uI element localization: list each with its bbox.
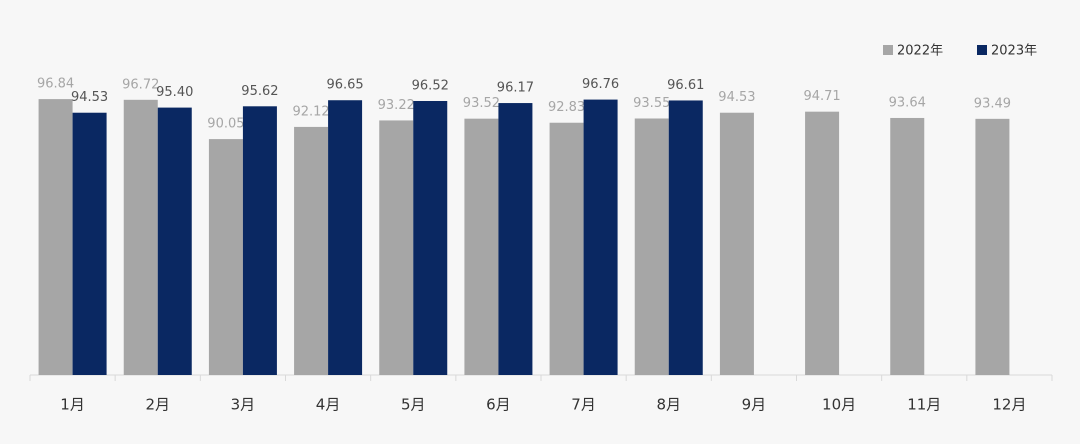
value-label: 94.53 (71, 90, 108, 105)
bar (72, 112, 107, 376)
x-tick-label: 7月 (571, 396, 596, 414)
value-label: 96.84 (37, 77, 74, 92)
value-label: 90.05 (207, 117, 244, 132)
x-tick-label: 10月 (822, 396, 856, 414)
bar (379, 120, 414, 375)
value-label: 94.71 (803, 89, 840, 104)
value-label: 96.17 (497, 81, 534, 96)
bar (157, 107, 192, 376)
bar (719, 112, 754, 376)
bar (498, 103, 533, 375)
value-label: 93.55 (633, 96, 670, 111)
x-tick-label: 6月 (486, 396, 511, 414)
x-tick-label: 5月 (401, 396, 426, 414)
bar (668, 100, 703, 375)
legend-label: 2022年 (897, 44, 943, 59)
bar (975, 118, 1010, 375)
bar (464, 118, 499, 375)
bar (123, 99, 158, 375)
bar (634, 118, 669, 375)
bar (805, 111, 840, 376)
bar (413, 100, 448, 376)
value-label: 92.83 (548, 100, 585, 115)
x-tick-label: 4月 (316, 396, 341, 414)
x-tick-label: 2月 (145, 396, 170, 414)
bar (583, 99, 618, 375)
bar (328, 100, 363, 375)
bar (208, 139, 243, 375)
legend-swatch (977, 45, 987, 55)
value-label: 96.65 (326, 78, 363, 93)
bar (890, 117, 925, 376)
x-tick-label: 3月 (231, 396, 256, 414)
value-label: 96.52 (412, 78, 449, 93)
bar (294, 126, 329, 375)
x-tick-label: 8月 (656, 396, 681, 414)
value-label: 95.62 (241, 84, 278, 99)
value-label: 96.61 (667, 78, 704, 93)
x-tick-label: 11月 (907, 396, 941, 414)
x-tick-label: 9月 (742, 396, 767, 414)
value-label: 93.52 (463, 96, 500, 111)
value-label: 92.12 (292, 104, 329, 119)
legend-swatch (883, 45, 893, 55)
value-label: 95.40 (156, 85, 193, 100)
bar (38, 99, 73, 375)
value-label: 96.76 (582, 77, 619, 92)
value-label: 93.64 (889, 95, 926, 110)
x-tick-label: 1月 (60, 396, 85, 414)
bar (242, 106, 277, 375)
value-label: 93.49 (974, 96, 1011, 111)
legend-label: 2023年 (991, 44, 1037, 59)
bar (549, 122, 584, 376)
x-tick-label: 12月 (992, 396, 1026, 414)
value-label: 96.72 (122, 77, 159, 92)
value-label: 93.22 (378, 98, 415, 113)
value-label: 94.53 (718, 90, 755, 105)
